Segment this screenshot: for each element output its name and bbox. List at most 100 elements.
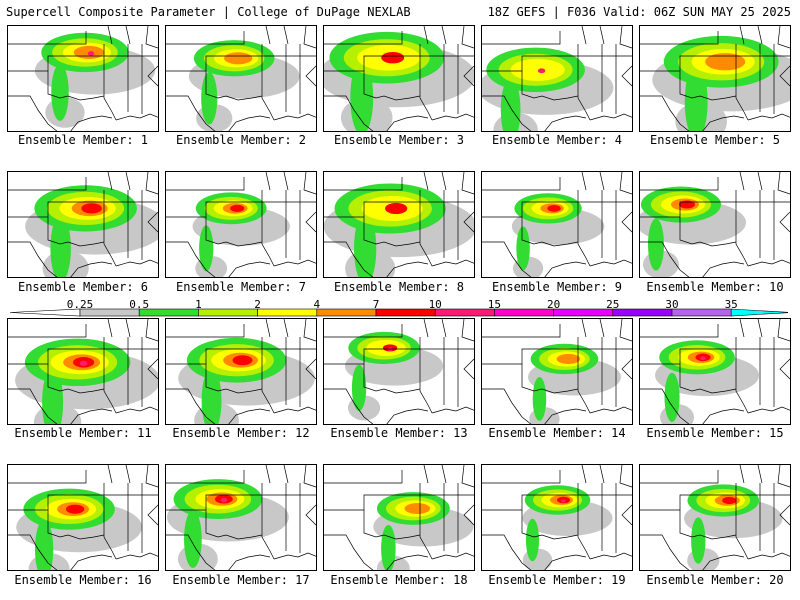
member-label: Ensemble Member: 13	[330, 426, 468, 440]
scp-field-map	[640, 26, 790, 131]
scp-field-map	[8, 319, 158, 424]
colorbar-swatch	[434, 308, 495, 317]
scp-contour-fill	[678, 200, 695, 209]
scp-contour-fill	[691, 517, 706, 564]
colorbar-tick-label: 1	[195, 299, 202, 311]
scp-field-map	[482, 465, 632, 570]
colorbar-tick-label: 10	[429, 299, 442, 311]
member-label: Ensemble Member: 16	[14, 573, 152, 587]
member-label: Ensemble Member: 6	[17, 280, 149, 294]
member-label: Ensemble Member: 10	[646, 280, 784, 294]
scp-contour-fill	[381, 524, 396, 570]
scp-contours	[373, 492, 474, 570]
scp-contour-fill	[354, 212, 377, 277]
scp-field-map	[640, 172, 790, 277]
scp-contour-fill	[510, 58, 565, 81]
ensemble-member-map	[7, 464, 159, 571]
member-label: Ensemble Member: 15	[646, 426, 784, 440]
scp-contours	[640, 186, 746, 277]
colorbar-tick-label: 25	[606, 299, 619, 311]
ensemble-member-map	[323, 25, 475, 132]
scp-contour-fill	[351, 364, 367, 412]
ensemble-member-map	[7, 171, 159, 278]
scp-contour-fill	[42, 368, 64, 424]
colorbar-swatch	[198, 308, 258, 317]
scp-field-map	[324, 319, 474, 424]
scp-contour-fill	[381, 51, 405, 64]
scp-contour-fill	[547, 205, 561, 212]
scp-contour-fill	[220, 497, 228, 503]
scp-contours	[178, 337, 315, 424]
scp-contour-fill	[500, 77, 521, 131]
scp-field-map	[8, 172, 158, 277]
state-boundaries	[640, 172, 790, 277]
scp-contour-fill	[664, 372, 680, 422]
scp-contours	[25, 185, 158, 277]
scp-contour-fill	[561, 499, 566, 503]
scp-field-map	[8, 465, 158, 570]
member-label: Ensemble Member: 9	[491, 280, 623, 294]
member-label: Ensemble Member: 5	[649, 133, 781, 147]
member-label: Ensemble Member: 8	[333, 280, 465, 294]
scp-contour-fill	[81, 203, 102, 214]
state-boundaries	[324, 26, 474, 131]
scp-contour-fill	[700, 356, 706, 361]
scp-field-map	[324, 172, 474, 277]
ensemble-member-map	[639, 464, 791, 571]
state-boundaries	[640, 465, 790, 570]
scp-contours	[482, 47, 614, 131]
state-boundaries	[166, 465, 316, 570]
member-label: Ensemble Member: 17	[172, 573, 310, 587]
scp-contour-fill	[34, 519, 54, 570]
scp-contours	[511, 193, 605, 277]
scp-contours	[522, 485, 613, 570]
colorbar-swatch	[375, 308, 436, 317]
product-title: Supercell Composite Parameter | College …	[6, 5, 411, 19]
scp-contour-fill	[537, 68, 546, 74]
scp-contour-fill	[65, 504, 85, 514]
state-boundaries	[8, 26, 158, 131]
model-valid-time: 18Z GEFS | F036 Valid: 06Z SUN MAY 25 20…	[487, 5, 791, 19]
member-label: Ensemble Member: 7	[175, 280, 307, 294]
scp-field-map	[324, 26, 474, 131]
member-label: Ensemble Member: 4	[491, 133, 623, 147]
scp-contours	[655, 340, 760, 424]
colorbar-tick-label: 7	[373, 299, 380, 311]
member-label: Ensemble Member: 20	[646, 573, 784, 587]
colorbar-swatch	[612, 308, 673, 317]
scp-contours	[324, 31, 474, 131]
ensemble-member-map	[165, 318, 317, 425]
state-boundaries	[640, 319, 790, 424]
scp-contour-fill	[722, 496, 737, 505]
ensemble-member-map	[323, 171, 475, 278]
scp-field-map	[166, 172, 316, 277]
colorbar-tick-label: 30	[665, 299, 678, 311]
state-boundaries	[324, 319, 474, 424]
scp-contours	[528, 343, 621, 424]
colorbar-tick-label: 15	[488, 299, 501, 311]
member-label: Ensemble Member: 2	[175, 133, 307, 147]
state-boundaries	[482, 319, 632, 424]
ensemble-member-map	[481, 464, 633, 571]
scp-contour-fill	[532, 377, 547, 421]
member-label: Ensemble Member: 11	[14, 426, 152, 440]
colorbar-swatch	[553, 308, 614, 317]
scp-field-map	[166, 319, 316, 424]
ensemble-member-map	[639, 318, 791, 425]
scp-contour-fill	[232, 355, 253, 366]
state-boundaries	[166, 26, 316, 131]
colorbar-tick-label: 2	[254, 299, 261, 311]
member-label: Ensemble Member: 18	[330, 573, 468, 587]
colorbar-swatch	[316, 308, 377, 317]
state-boundaries	[324, 465, 474, 570]
scp-field-map	[166, 465, 316, 570]
colorbar-tick-label: 4	[313, 299, 320, 311]
scp-contour-fill	[705, 53, 746, 71]
scp-contour-fill	[50, 215, 71, 277]
ensemble-member-map	[7, 25, 159, 132]
scp-contours	[166, 479, 289, 570]
colorbar-tick-label: 0.25	[67, 299, 94, 311]
scp-contour-fill	[199, 225, 214, 272]
ensemble-member-map	[639, 171, 791, 278]
member-label: Ensemble Member: 12	[172, 426, 310, 440]
